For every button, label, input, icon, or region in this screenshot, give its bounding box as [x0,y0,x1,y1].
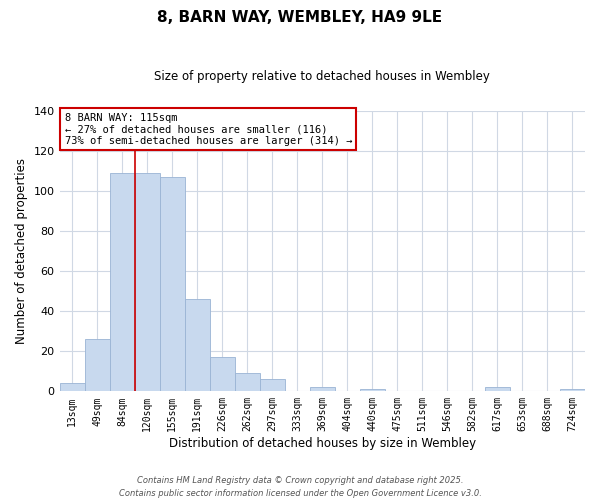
Bar [310,388,335,392]
Bar [85,339,110,392]
Y-axis label: Number of detached properties: Number of detached properties [15,158,28,344]
Bar [134,172,160,392]
Bar [485,388,510,392]
Text: 8 BARN WAY: 115sqm
← 27% of detached houses are smaller (116)
73% of semi-detach: 8 BARN WAY: 115sqm ← 27% of detached hou… [65,112,352,146]
Bar [110,172,134,392]
Title: Size of property relative to detached houses in Wembley: Size of property relative to detached ho… [154,70,490,83]
X-axis label: Distribution of detached houses by size in Wembley: Distribution of detached houses by size … [169,437,476,450]
Bar [209,357,235,392]
Bar [59,384,85,392]
Bar [360,390,385,392]
Text: Contains HM Land Registry data © Crown copyright and database right 2025.
Contai: Contains HM Land Registry data © Crown c… [119,476,481,498]
Bar [185,299,209,392]
Bar [160,176,185,392]
Text: 8, BARN WAY, WEMBLEY, HA9 9LE: 8, BARN WAY, WEMBLEY, HA9 9LE [157,10,443,25]
Bar [260,380,285,392]
Bar [560,390,585,392]
Bar [235,374,260,392]
